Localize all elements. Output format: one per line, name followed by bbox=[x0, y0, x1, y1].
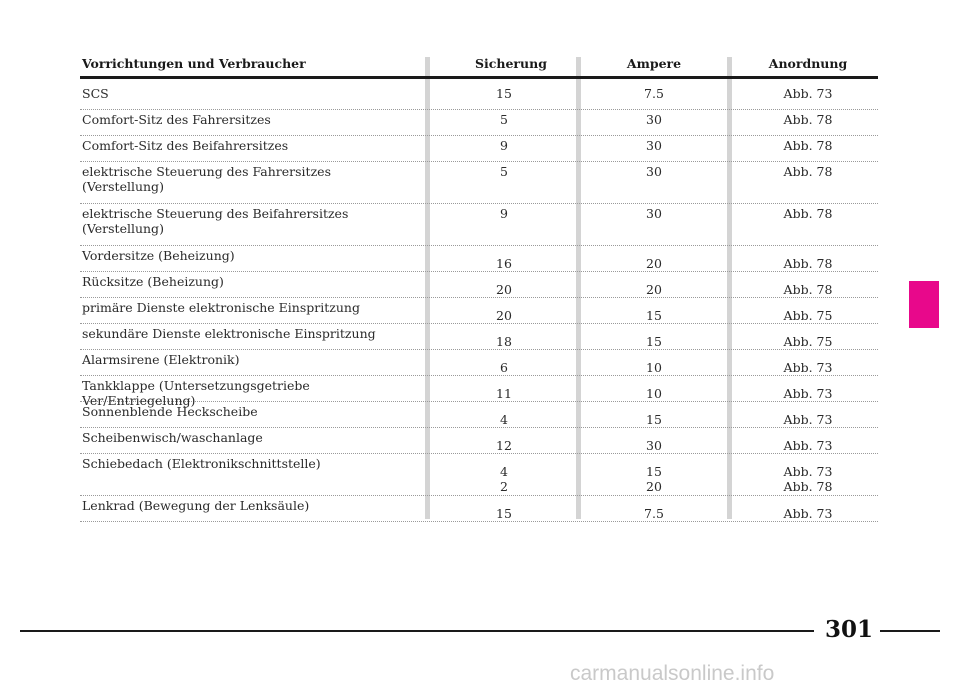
table-row: Comfort-Sitz des Beifahrersitzes 9 30 Ab… bbox=[80, 136, 878, 162]
table-row: Vordersitze (Beheizung) 16 20 Abb. 78 bbox=[80, 246, 878, 272]
fuse-cell: 4 2 bbox=[500, 464, 508, 494]
ampere-cell: 15 bbox=[646, 334, 662, 349]
device-cell: elektrische Steuerung des Beifahrersitze… bbox=[82, 206, 349, 236]
device-cell: sekundäre Dienste elektronische Einsprit… bbox=[82, 326, 376, 341]
table-row: Scheibenwisch/waschanlage 12 30 Abb. 73 bbox=[80, 428, 878, 454]
footer-rule-left bbox=[20, 630, 814, 632]
page-number: 301 bbox=[824, 616, 873, 643]
ampere-cell: 15 bbox=[646, 412, 662, 427]
ampere-cell: 10 bbox=[646, 360, 662, 375]
ampere-cell: 10 bbox=[646, 386, 662, 401]
fuse-cell: 15 bbox=[496, 506, 512, 521]
location-cell: Abb. 78 bbox=[783, 282, 833, 297]
table-row: elektrische Steuerung des Fahrersitzes (… bbox=[80, 162, 878, 204]
fuse-cell: 5 bbox=[500, 164, 508, 179]
location-cell: Abb. 73 bbox=[783, 386, 833, 401]
device-cell: Vordersitze (Beheizung) bbox=[82, 248, 235, 263]
fuse-cell: 18 bbox=[496, 334, 512, 349]
location-cell: Abb. 78 bbox=[783, 112, 833, 127]
fuse-cell: 5 bbox=[500, 112, 508, 127]
header-location: Anordnung bbox=[768, 56, 848, 71]
ampere-cell: 20 bbox=[646, 282, 662, 297]
location-cell: Abb. 73 bbox=[783, 412, 833, 427]
ampere-cell: 30 bbox=[646, 438, 662, 453]
table-row: Schiebedach (Elektronikschnittstelle) 4 … bbox=[80, 454, 878, 496]
column-separator-1 bbox=[425, 57, 430, 519]
device-cell: elektrische Steuerung des Fahrersitzes (… bbox=[82, 164, 331, 194]
fuse-cell: 15 bbox=[496, 86, 512, 101]
footer-rule-right bbox=[880, 630, 940, 632]
device-cell: Tankklappe (Untersetzungsgetriebe Ver/En… bbox=[82, 378, 310, 408]
table-row: Rücksitze (Beheizung) 20 20 Abb. 78 bbox=[80, 272, 878, 298]
fuse-cell: 16 bbox=[496, 256, 512, 271]
location-cell: Abb. 73 bbox=[783, 360, 833, 375]
header-ampere: Ampere bbox=[626, 56, 682, 71]
device-cell: Alarmsirene (Elektronik) bbox=[82, 352, 240, 367]
device-cell: Schiebedach (Elektronikschnittstelle) bbox=[82, 456, 321, 471]
fuse-table: SCS 15 7.5 Abb. 73 Comfort-Sitz des Fahr… bbox=[80, 84, 878, 522]
location-cell: Abb. 73 bbox=[783, 506, 833, 521]
table-row: Comfort-Sitz des Fahrersitzes 5 30 Abb. … bbox=[80, 110, 878, 136]
ampere-cell: 30 bbox=[646, 206, 662, 221]
device-cell: Scheibenwisch/waschanlage bbox=[82, 430, 263, 445]
device-cell: primäre Dienste elektronische Einspritzu… bbox=[82, 300, 360, 315]
device-cell: SCS bbox=[82, 86, 109, 101]
location-cell: Abb. 78 bbox=[783, 138, 833, 153]
fuse-cell: 6 bbox=[500, 360, 508, 375]
ampere-cell: 15 bbox=[646, 308, 662, 323]
table-row: Alarmsirene (Elektronik) 6 10 Abb. 73 bbox=[80, 350, 878, 376]
location-cell: Abb. 78 bbox=[783, 164, 833, 179]
table-row: Sonnenblende Heckscheibe 4 15 Abb. 73 bbox=[80, 402, 878, 428]
watermark: carmanualsonline.info bbox=[570, 662, 775, 685]
location-cell: Abb. 73 Abb. 78 bbox=[783, 464, 833, 494]
location-cell: Abb. 78 bbox=[783, 256, 833, 271]
device-cell: Rücksitze (Beheizung) bbox=[82, 274, 224, 289]
fuse-cell: 20 bbox=[496, 282, 512, 297]
header-device: Vorrichtungen und Verbraucher bbox=[82, 56, 306, 71]
column-separator-3 bbox=[727, 57, 732, 519]
ampere-cell: 20 bbox=[646, 256, 662, 271]
table-row: sekundäre Dienste elektronische Einsprit… bbox=[80, 324, 878, 350]
ampere-cell: 30 bbox=[646, 164, 662, 179]
table-row: SCS 15 7.5 Abb. 73 bbox=[80, 84, 878, 110]
header-rule bbox=[80, 76, 878, 79]
device-cell: Comfort-Sitz des Beifahrersitzes bbox=[82, 138, 289, 153]
table-row: Lenkrad (Bewegung der Lenksäule) 15 7.5 … bbox=[80, 496, 878, 522]
table-row: elektrische Steuerung des Beifahrersitze… bbox=[80, 204, 878, 246]
location-cell: Abb. 75 bbox=[783, 308, 833, 323]
location-cell: Abb. 73 bbox=[783, 86, 833, 101]
fuse-cell: 4 bbox=[500, 412, 508, 427]
table-row: Tankklappe (Untersetzungsgetriebe Ver/En… bbox=[80, 376, 878, 408]
section-tab-marker bbox=[909, 281, 939, 328]
device-cell: Sonnenblende Heckscheibe bbox=[82, 404, 258, 419]
location-cell: Abb. 78 bbox=[783, 206, 833, 221]
fuse-cell: 9 bbox=[500, 138, 508, 153]
device-cell: Lenkrad (Bewegung der Lenksäule) bbox=[82, 498, 310, 513]
column-separator-2 bbox=[576, 57, 581, 519]
device-cell: Comfort-Sitz des Fahrersitzes bbox=[82, 112, 271, 127]
ampere-cell: 30 bbox=[646, 112, 662, 127]
fuse-cell: 11 bbox=[496, 386, 512, 401]
fuse-cell: 12 bbox=[496, 438, 512, 453]
ampere-cell: 30 bbox=[646, 138, 662, 153]
fuse-cell: 9 bbox=[500, 206, 508, 221]
ampere-cell: 15 20 bbox=[646, 464, 662, 494]
ampere-cell: 7.5 bbox=[644, 506, 664, 521]
table-row: primäre Dienste elektronische Einspritzu… bbox=[80, 298, 878, 324]
location-cell: Abb. 75 bbox=[783, 334, 833, 349]
location-cell: Abb. 73 bbox=[783, 438, 833, 453]
header-fuse: Sicherung bbox=[475, 56, 547, 71]
fuse-cell: 20 bbox=[496, 308, 512, 323]
ampere-cell: 7.5 bbox=[644, 86, 664, 101]
